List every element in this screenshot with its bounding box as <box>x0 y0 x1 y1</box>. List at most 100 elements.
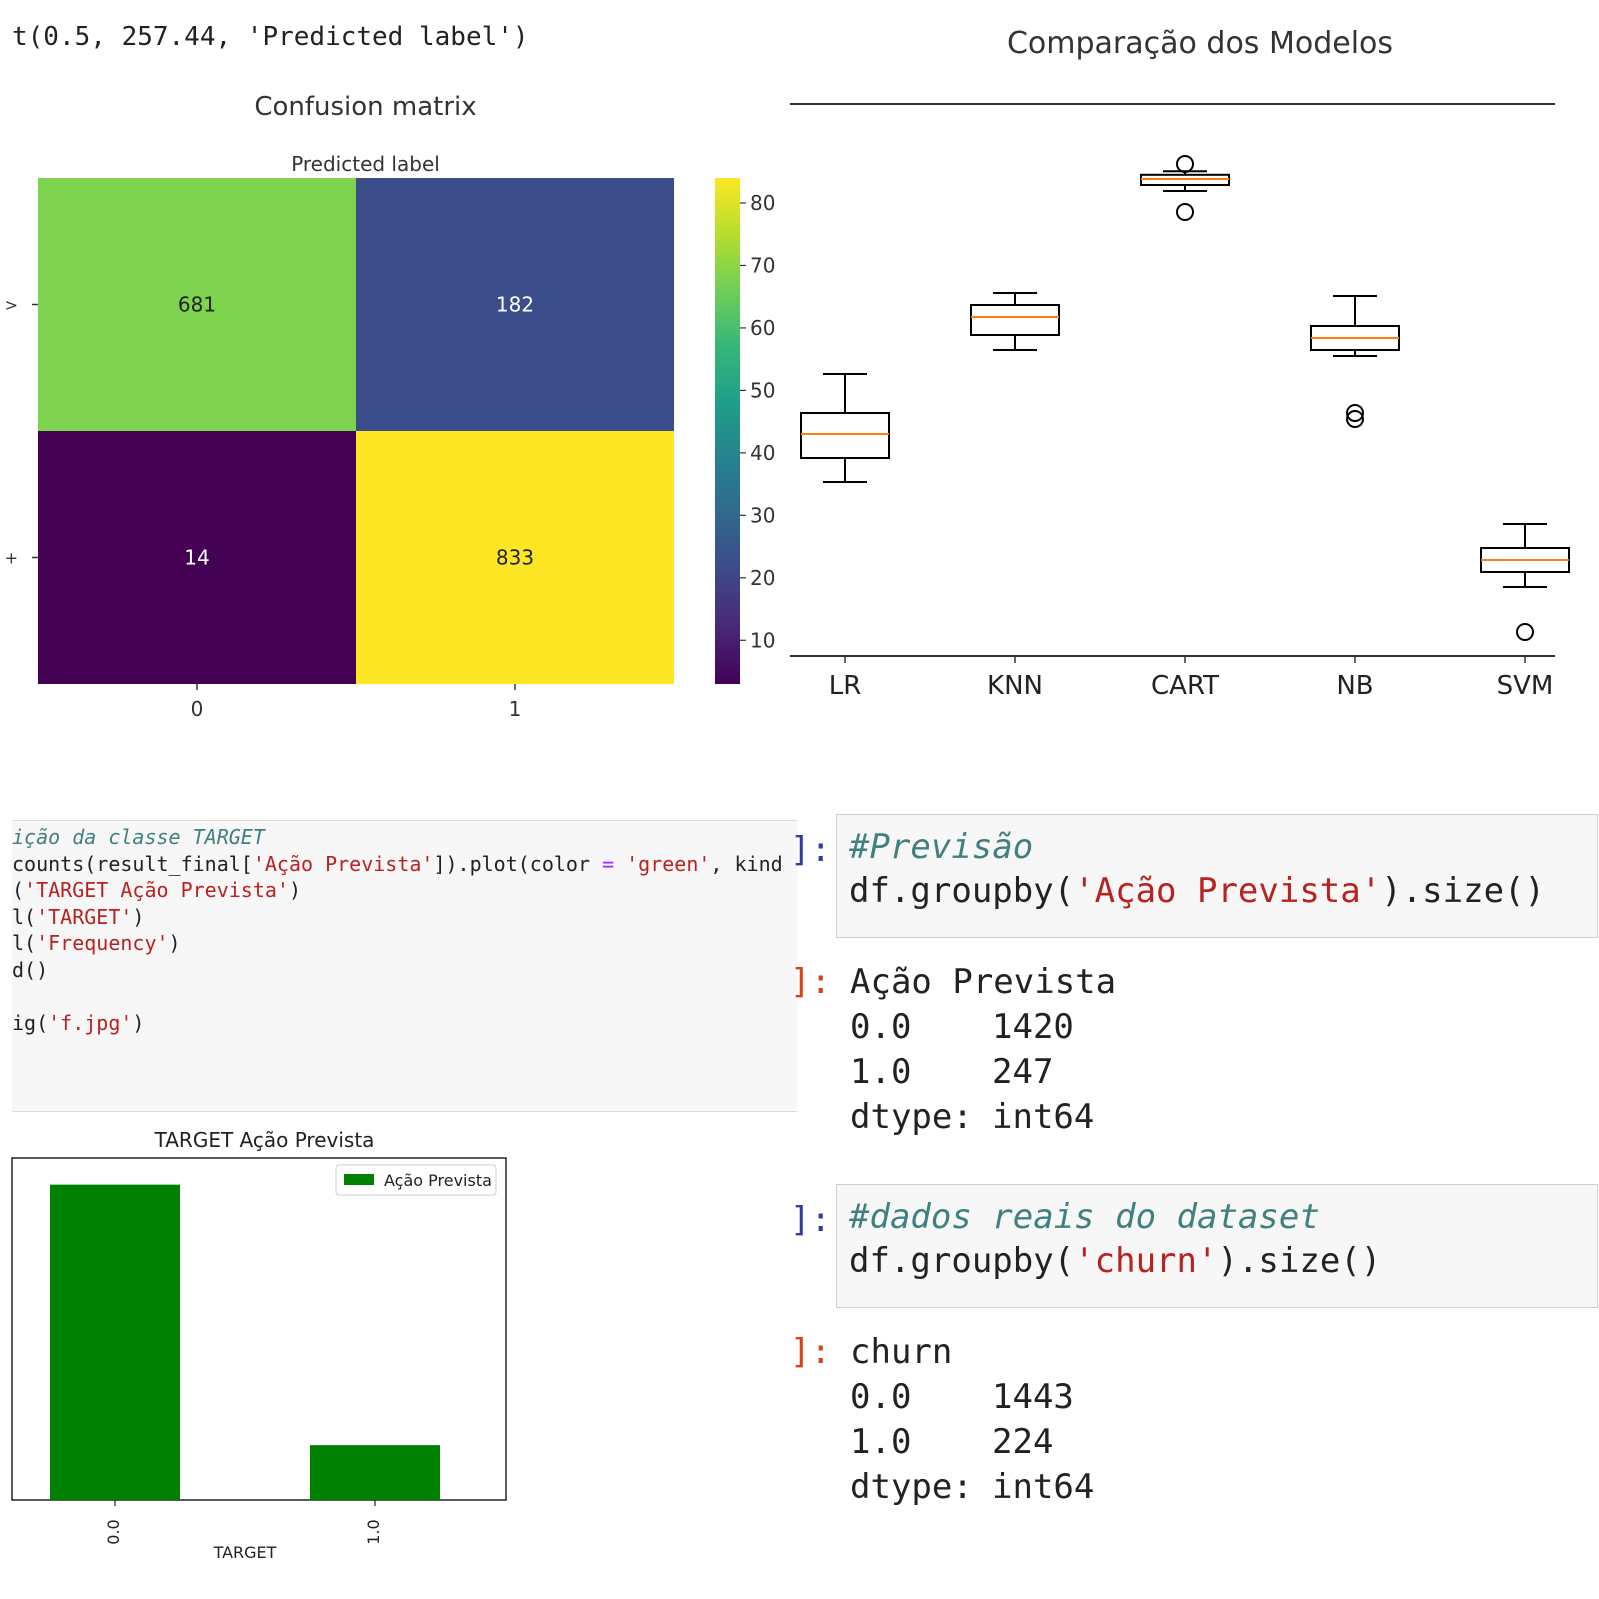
code-text: l( <box>12 931 37 955</box>
code-text: ) <box>132 904 145 929</box>
code-comment: #Previsão <box>849 827 1034 867</box>
code-comment: #dados reais do dataset <box>849 1197 1320 1237</box>
code-line: ig('f.jpg') <box>12 1011 144 1035</box>
code-comment: ição da classe TARGET <box>12 825 265 849</box>
code-text: , kind <box>710 851 783 876</box>
code-line: counts(result_final['Ação Prevista']).pl… <box>12 852 783 876</box>
y-tick-label: > <box>5 296 18 315</box>
code-text: ) <box>288 878 301 902</box>
confusion-matrix-xlabel: Predicted label <box>291 152 440 176</box>
colorbar-tick-label: 30 <box>750 503 775 527</box>
y-tick-label: + <box>5 549 18 568</box>
code-line: ('TARGET Ação Prevista') <box>12 878 301 902</box>
outlier-point <box>1176 155 1194 173</box>
x-tick-label: 1.0 <box>364 1519 383 1544</box>
output-index: 1.0 <box>850 1422 912 1462</box>
bar <box>50 1184 180 1500</box>
code-text: ]).plot(color <box>433 851 603 876</box>
heatmap-cell <box>38 178 356 431</box>
box-nb <box>1310 295 1400 428</box>
code-text <box>614 852 626 876</box>
colorbar-tick-label: 60 <box>750 316 775 340</box>
legend-box <box>335 1164 497 1196</box>
output-header: Ação Prevista <box>850 962 1117 1002</box>
code-line: l('TARGET') <box>12 905 144 929</box>
x-tick-label: 0.0 <box>104 1519 123 1544</box>
code-text: l( <box>12 904 37 929</box>
outlier-point <box>1346 404 1364 422</box>
code-op: = <box>602 851 615 876</box>
code-string: 'Ação Prevista' <box>252 851 434 876</box>
output-header: churn <box>850 1332 953 1372</box>
code-text: counts(result_final[ <box>12 851 253 876</box>
x-tick-label: SVM <box>1497 671 1554 701</box>
code-text: ) <box>168 931 181 955</box>
colorbar-tick-label: 70 <box>750 253 775 277</box>
heatmap-cell-label: 681 <box>178 293 216 317</box>
outlier-point <box>1176 203 1194 221</box>
code-text: d() <box>12 957 49 982</box>
code-text: ).size() <box>1217 1241 1382 1281</box>
x-tick-label: 0 <box>191 697 204 721</box>
input-cell[interactable]: #Previsão df.groupby('Ação Prevista').siz… <box>836 814 1598 938</box>
code-string: 'TARGET Ação Prevista' <box>24 878 289 902</box>
code-line: d() <box>12 958 48 982</box>
model-comparison-boxplot: LR KNN CART NB SVM <box>790 103 1570 701</box>
confusion-matrix-heatmap: 681 182 14 833 0 1 > +10 20 30 40 50 60 70 80 <box>5 178 775 721</box>
x-axis-label: TARGET <box>213 1543 277 1562</box>
output-dtype: int64 <box>992 1467 1095 1507</box>
output-dtype-label: dtype: <box>850 1097 973 1137</box>
x-tick-label: NB <box>1336 671 1373 701</box>
notebook-cells: ]: #Previsão df.groupby('Ação Prevista').s… <box>790 814 1599 1580</box>
bar-chart-title: TARGET Ação Prevista <box>154 1128 375 1152</box>
x-tick-label: LR <box>829 671 862 701</box>
input-prompt: ]: <box>790 830 831 870</box>
legend-swatch <box>344 1174 374 1185</box>
heatmap-cell-label: 833 <box>496 546 534 570</box>
box-lr <box>800 373 890 483</box>
colorbar-tick-label: 40 <box>750 441 775 465</box>
x-tick-label: KNN <box>987 671 1043 701</box>
code-text: df.groupby( <box>849 1241 1075 1281</box>
output-index: 0.0 <box>850 1007 912 1047</box>
output-index: 1.0 <box>850 1052 912 1092</box>
heatmap-cell-label: 14 <box>184 546 209 570</box>
output-value: 1420 <box>992 1007 1074 1047</box>
code-text: ( <box>12 878 25 902</box>
colorbar <box>715 178 740 684</box>
output-value: 247 <box>992 1052 1054 1092</box>
output-prompt: ]: <box>790 962 831 1002</box>
iqr-box <box>800 412 890 459</box>
heatmap-cell <box>356 178 674 431</box>
x-tick-label: CART <box>1151 671 1219 701</box>
outlier-point <box>1516 623 1534 641</box>
heatmap-cell <box>356 431 674 684</box>
output-dtype-label: dtype: <box>850 1467 973 1507</box>
code-string: 'churn' <box>1074 1241 1218 1281</box>
code-string: 'Frequency' <box>36 931 169 955</box>
output-value: 1443 <box>992 1377 1074 1417</box>
boxplot-title: Comparação dos Modelos <box>1006 26 1394 61</box>
box-knn <box>970 292 1060 351</box>
code-string: 'f.jpg' <box>48 1010 133 1035</box>
heatmap-cell-label: 182 <box>496 293 534 317</box>
input-cell[interactable]: #dados reais do dataset df.groupby('churn… <box>836 1184 1598 1308</box>
code-line: df.groupby('churn').size() <box>849 1241 1381 1281</box>
x-tick-label: 1 <box>509 697 522 721</box>
input-prompt: ]: <box>790 1200 831 1240</box>
colorbar-tick-label: 50 <box>750 378 775 402</box>
output-dtype: int64 <box>992 1097 1095 1137</box>
code-cell[interactable]: ição da classe TARGET counts(result_final… <box>12 820 797 1112</box>
confusion-matrix-title: Confusion matrix <box>254 92 477 122</box>
code-text: ).size() <box>1381 871 1545 911</box>
colorbar-tick-label: 80 <box>750 191 775 215</box>
box-cart <box>1140 155 1230 221</box>
colorbar-tick-label: 10 <box>750 628 775 652</box>
code-line: df.groupby('Ação Prevista').size() <box>849 871 1545 911</box>
code-string: 'Ação Prevista' <box>1074 871 1382 911</box>
outlier-point <box>1346 410 1364 428</box>
target-bar-chart: 0.0 1.0 TARGET Ação Prevista <box>11 1157 507 1562</box>
code-line: l('Frequency') <box>12 931 181 955</box>
code-line: ição da classe TARGET <box>12 825 265 849</box>
heatmap-cell <box>38 431 356 684</box>
